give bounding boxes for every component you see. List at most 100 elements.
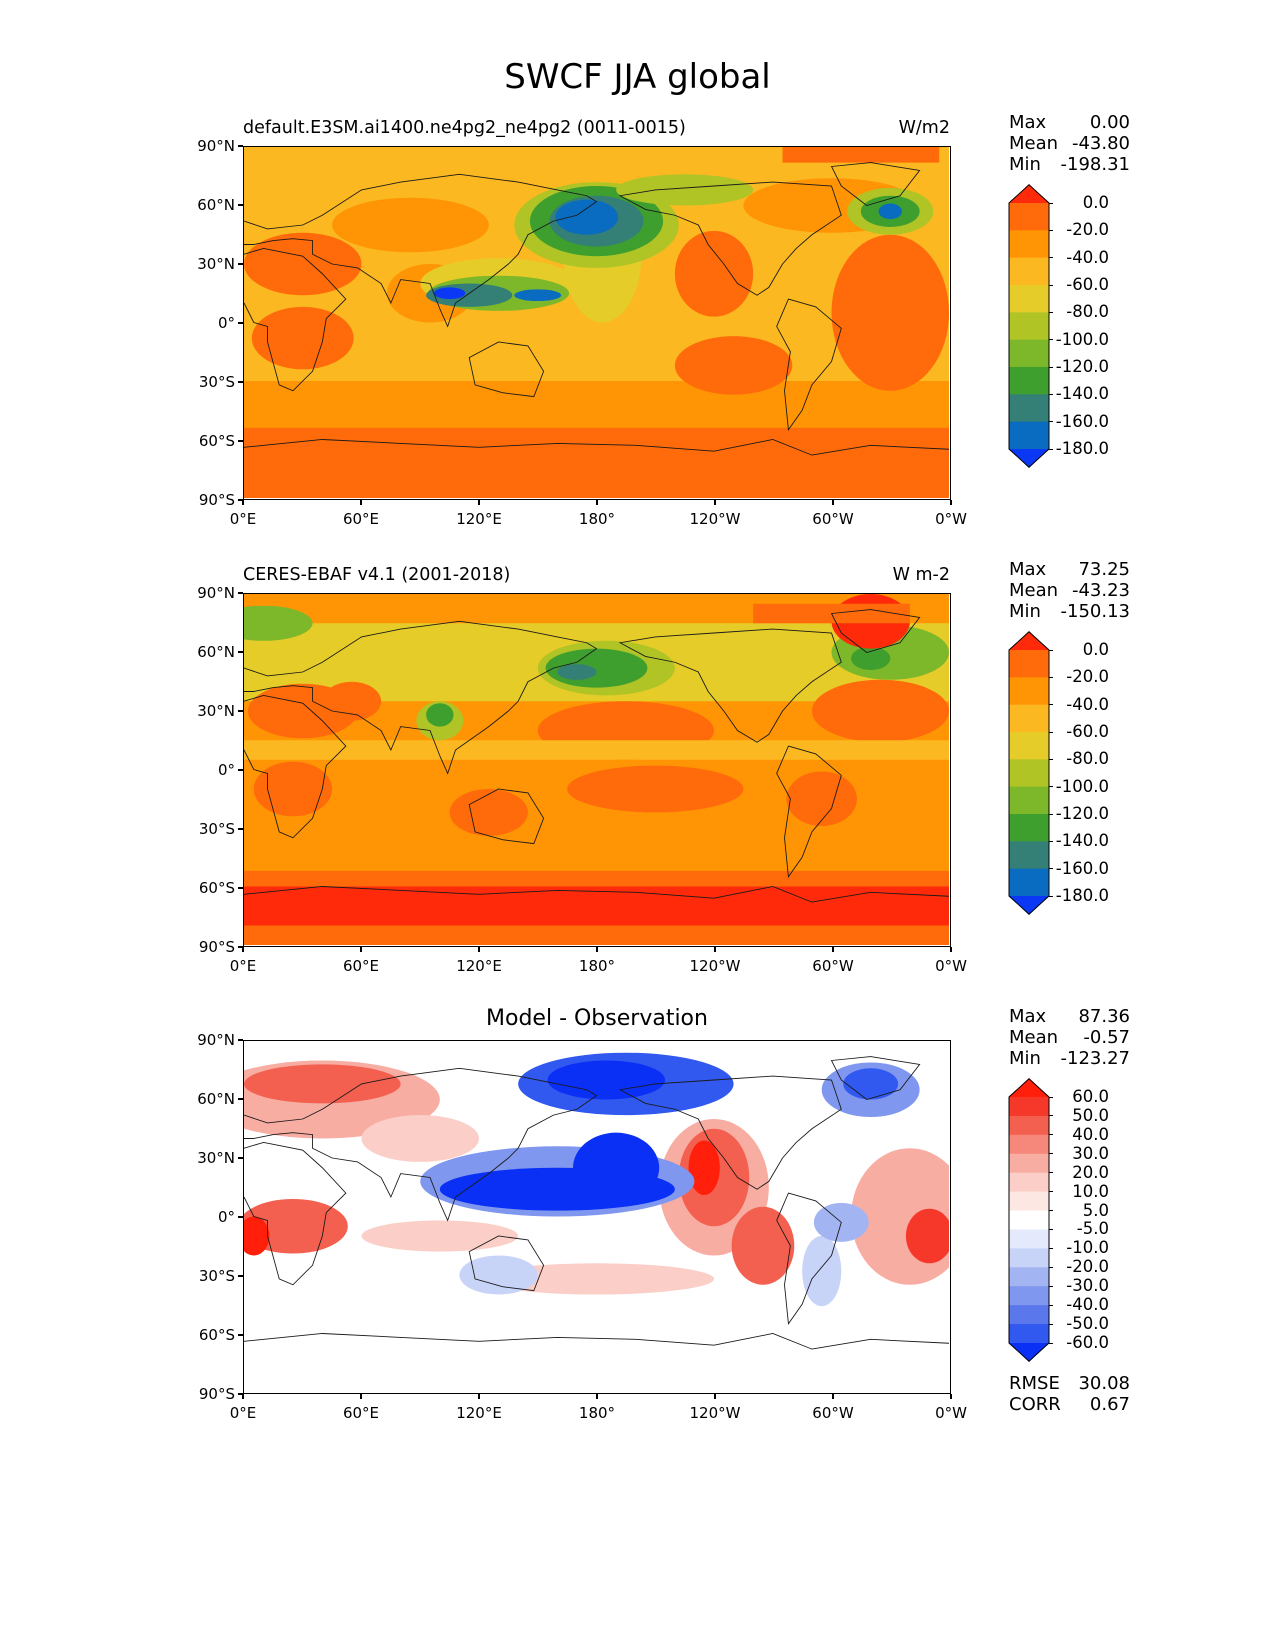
lat-tick-label: 60°S — [198, 432, 235, 450]
coastline — [244, 620, 598, 775]
colorbar-label: -180.0 — [1055, 439, 1109, 458]
lon-tick — [714, 500, 716, 505]
lat-tick — [238, 1039, 243, 1041]
field-contour-6 — [322, 681, 382, 721]
stat-min-value: -198.31 — [1060, 154, 1130, 175]
field-contour-15 — [426, 703, 454, 727]
lon-tick — [360, 947, 362, 952]
lon-tick-label: 0°E — [229, 957, 257, 975]
stat-min-value: -123.27 — [1060, 1048, 1130, 1069]
colorbar-label: -140.0 — [1055, 384, 1109, 404]
lat-tick — [238, 592, 243, 594]
stat-min-label: Min — [1009, 1048, 1041, 1069]
lat-tick-label: 0° — [217, 1208, 235, 1226]
colorbar-segment — [1009, 257, 1049, 286]
coastline — [618, 181, 842, 296]
colorbar-tick — [1049, 448, 1053, 450]
colorbar-tick — [1049, 257, 1053, 259]
colorbar-label: 0.0 — [1082, 640, 1109, 659]
colorbar-segment — [1009, 1324, 1049, 1344]
lon-tick — [950, 947, 952, 952]
field-contour-21 — [851, 646, 891, 671]
coastline — [776, 745, 842, 878]
field-contour-20 — [843, 1068, 899, 1100]
lat-tick-label: 90°N — [197, 137, 235, 155]
lat-tick — [238, 145, 243, 147]
lat-tick-label: 90°S — [198, 491, 235, 509]
lon-tick-label: 120°W — [689, 510, 741, 528]
coastline — [830, 609, 921, 653]
colorbar-label: 50.0 — [1072, 1105, 1109, 1125]
stat-max-label: Max — [1009, 1006, 1047, 1027]
colorbar-segment — [1009, 704, 1049, 733]
figure-title: SWCF JJA global — [504, 57, 771, 97]
colorbar-label: -20.0 — [1066, 1257, 1109, 1277]
colorbar-segment — [1009, 1172, 1049, 1193]
panel-2-colorbar — [1008, 631, 1050, 915]
lat-tick-label: 0° — [217, 761, 235, 779]
panel-1-colorbar — [1008, 184, 1050, 468]
colorbar-tick — [1049, 1247, 1053, 1249]
colorbar-label: -40.0 — [1066, 694, 1109, 714]
colorbar-tick — [1049, 868, 1053, 870]
field-contour-10 — [731, 1206, 795, 1285]
colorbar-label: -60.0 — [1066, 722, 1109, 741]
field-contour-1 — [244, 870, 949, 887]
coastline — [468, 341, 545, 398]
field-contour-19 — [244, 605, 313, 641]
colorbar-segment — [1009, 312, 1049, 341]
coastline — [244, 1141, 347, 1286]
stat-mean-label: Mean — [1009, 1027, 1059, 1048]
colorbar-segment — [1009, 732, 1049, 760]
stat-min-value: -150.13 — [1060, 601, 1130, 622]
field-contour-2 — [244, 381, 949, 428]
colorbar-tick — [1049, 421, 1053, 423]
field-contour-16 — [514, 289, 562, 302]
stat-max-label: Max — [1009, 559, 1047, 580]
panel-3-title: Model - Observation — [486, 1006, 708, 1031]
colorbar-label: -50.0 — [1066, 1314, 1109, 1334]
colorbar-label: -140.0 — [1055, 831, 1109, 851]
panel-2-stats: Max 73.25 Mean -43.23 Min -150.13 — [1009, 559, 1130, 629]
colorbar-segment — [1009, 814, 1049, 842]
lon-tick-label: 120°W — [689, 957, 741, 975]
colorbar-label: -20.0 — [1066, 667, 1109, 687]
colorbar-segment — [1009, 1134, 1049, 1155]
colorbar-segment — [1009, 1210, 1049, 1231]
colorbar-label: -30.0 — [1066, 1276, 1109, 1296]
panel-1-title-left: default.E3SM.ai1400.ne4pg2_ne4pg2 (0011-… — [243, 118, 686, 138]
field-contour-3 — [361, 1115, 479, 1162]
colorbar-segment — [1009, 394, 1049, 423]
lon-tick — [360, 1394, 362, 1399]
lon-tick — [950, 1394, 952, 1399]
lat-tick — [238, 381, 243, 383]
coastline — [618, 1075, 842, 1190]
field-contour-18 — [573, 1132, 660, 1203]
colorbar-tick — [1049, 1323, 1053, 1325]
colorbar-label: -5.0 — [1076, 1219, 1109, 1239]
lon-tick-label: 60°W — [812, 957, 854, 975]
coastline — [244, 439, 949, 456]
lon-tick-label: 120°W — [689, 1404, 741, 1422]
field-contour-8 — [674, 336, 793, 395]
lon-tick — [242, 947, 244, 952]
field-contour-25 — [616, 174, 754, 206]
colorbar-extend-top — [1009, 631, 1049, 650]
lon-tick-label: 0°W — [935, 510, 967, 528]
colorbar-segment — [1009, 285, 1049, 313]
lat-tick — [238, 322, 243, 324]
colorbar-tick — [1049, 840, 1053, 842]
lat-tick — [238, 828, 243, 830]
lon-tick-label: 120°E — [456, 957, 502, 975]
panel-3-map-plot — [244, 1041, 949, 1392]
stat-mean-value: -43.23 — [1071, 580, 1130, 601]
lat-tick-label: 60°N — [197, 1090, 235, 1108]
lat-tick-label: 90°N — [197, 584, 235, 602]
field-contour-3 — [244, 925, 949, 945]
colorbar-tick — [1049, 1172, 1053, 1174]
field-contour-10 — [567, 765, 744, 813]
colorbar-segment — [1009, 786, 1049, 815]
colorbar-segment — [1009, 1153, 1049, 1174]
lat-tick-label: 30°S — [198, 1267, 235, 1285]
coastline — [244, 173, 598, 328]
